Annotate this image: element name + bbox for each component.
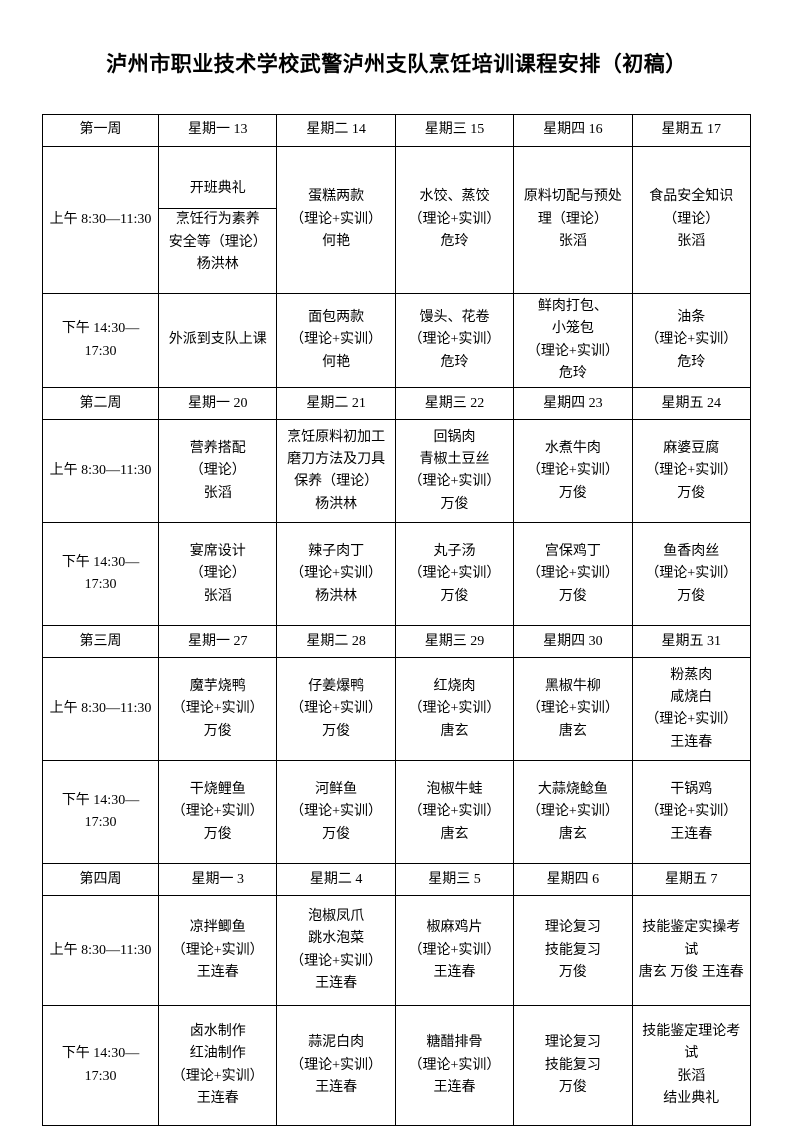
week2-am-row: 上午 8:30—11:30 营养搭配 （理论） 张滔 烹饪原料初加工 磨刀方法及… (42, 419, 751, 524)
schedule-cell: 面包两款 （理论+实训） 何艳 (276, 292, 396, 389)
day-header: 星期四 30 (513, 625, 633, 659)
schedule-cell: 泡椒牛蛙 （理论+实训） 唐玄 (394, 760, 515, 865)
schedule-cell: 蒜泥白肉 （理论+实训） 王连春 (276, 1005, 396, 1126)
day-header: 星期五 31 (631, 625, 751, 659)
week3-am-row: 上午 8:30—11:30 魔芋烧鸭 （理论+实训） 万俊 仔姜爆鸭 （理论+实… (42, 657, 751, 762)
week3-pm-row: 下午 14:30— 17:30 干烧鲤鱼 （理论+实训） 万俊 河鲜鱼 （理论+… (42, 760, 751, 865)
period-label: 下午 14:30— 17:30 (42, 522, 160, 627)
schedule-cell: 粉蒸肉 咸烧白 （理论+实训） 王连春 (631, 657, 751, 762)
schedule-cell: 大蒜烧鲶鱼 （理论+实训） 唐玄 (513, 760, 633, 865)
schedule-cell: 理论复习 技能复习 万俊 (513, 1005, 633, 1126)
day-header: 星期二 21 (276, 387, 396, 421)
schedule-cell: 馒头、花卷 （理论+实训） 危玲 (394, 292, 515, 389)
day-header: 星期一 13 (158, 114, 278, 147)
schedule-cell: 凉拌鲫鱼 （理论+实训） 王连春 (158, 895, 278, 1007)
schedule-cell: 烹饪行为素养 安全等（理论） 杨洪林 (168, 212, 267, 273)
week-label: 第四周 (42, 863, 160, 897)
page-title: 泸州市职业技术学校武警泸州支队烹饪培训课程安排（初稿） (106, 52, 687, 76)
day-header: 星期一 20 (158, 387, 278, 421)
schedule-cell: 辣子肉丁 （理论+实训） 杨洪林 (276, 522, 396, 627)
schedule-cell: 红烧肉 （理论+实训） 唐玄 (394, 657, 515, 762)
week3-header-row: 第三周 星期一 27 星期二 28 星期三 29 星期四 30 星期五 31 (42, 625, 751, 659)
schedule-cell: 鲜肉打包、 小笼包 （理论+实训） 危玲 (513, 292, 633, 389)
day-header: 星期五 24 (631, 387, 751, 421)
day-header: 星期三 29 (394, 625, 515, 659)
schedule-cell: 河鲜鱼 （理论+实训） 万俊 (276, 760, 396, 865)
week-label: 第三周 (42, 625, 160, 659)
schedule-cell: 干锅鸡 （理论+实训） 王连春 (631, 760, 751, 865)
schedule-cell: 水饺、蒸饺 （理论+实训） 危玲 (394, 146, 515, 294)
schedule-cell: 椒麻鸡片 （理论+实训） 王连春 (394, 895, 515, 1007)
schedule-cell: 食品安全知识 （理论） 张滔 (631, 146, 751, 294)
schedule-cell: 卤水制作 红油制作 （理论+实训） 王连春 (158, 1005, 278, 1126)
day-header: 星期一 3 (158, 863, 278, 897)
schedule-cell: 烹饪原料初加工 磨刀方法及刀具 保养（理论） 杨洪林 (276, 419, 396, 524)
week1-pm-row: 下午 14:30— 17:30 外派到支队上课 面包两款 （理论+实训） 何艳 … (42, 292, 751, 389)
schedule-cell: 鱼香肉丝 （理论+实训） 万俊 (631, 522, 751, 627)
schedule-table: 第一周 星期一 13 星期二 14 星期三 15 星期四 16 星期五 17 上… (42, 114, 751, 1126)
week1-header-row: 第一周 星期一 13 星期二 14 星期三 15 星期四 16 星期五 17 (42, 114, 751, 147)
schedule-cell: 水煮牛肉 （理论+实训） 万俊 (513, 419, 633, 524)
day-header: 星期二 28 (276, 625, 396, 659)
period-label: 下午 14:30— 17:30 (42, 292, 160, 389)
schedule-cell: 蛋糕两款 （理论+实训） 何艳 (276, 146, 396, 294)
day-header: 星期四 6 (513, 863, 633, 897)
day-header: 星期五 7 (631, 863, 751, 897)
week-label: 第二周 (42, 387, 160, 421)
week1-am-row: 上午 8:30—11:30 开班典礼 烹饪行为素养 安全等（理论） 杨洪林 蛋糕… (42, 146, 751, 294)
day-header: 星期四 16 (513, 114, 633, 147)
schedule-cell: 魔芋烧鸭 （理论+实训） 万俊 (158, 657, 278, 762)
schedule-cell: 宴席设计 （理论） 张滔 (158, 522, 278, 627)
period-label: 下午 14:30— 17:30 (42, 1005, 160, 1126)
day-header: 星期三 15 (394, 114, 515, 147)
schedule-cell: 油条 （理论+实训） 危玲 (631, 292, 751, 389)
schedule-cell: 理论复习 技能复习 万俊 (513, 895, 633, 1007)
schedule-cell: 泡椒凤爪 跳水泡菜 （理论+实训） 王连春 (276, 895, 396, 1007)
period-label: 上午 8:30—11:30 (42, 895, 160, 1007)
day-header: 星期五 17 (631, 114, 751, 147)
schedule-cell: 麻婆豆腐 （理论+实训） 万俊 (631, 419, 751, 524)
week2-header-row: 第二周 星期一 20 星期二 21 星期三 22 星期四 23 星期五 24 (42, 387, 751, 421)
week-label: 第一周 (42, 114, 160, 147)
day-header: 星期二 14 (276, 114, 396, 147)
day-header: 星期三 22 (394, 387, 515, 421)
period-label: 下午 14:30— 17:30 (42, 760, 160, 865)
schedule-cell: 宫保鸡丁 （理论+实训） 万俊 (513, 522, 633, 627)
schedule-cell: 外派到支队上课 (158, 292, 278, 389)
day-header: 星期三 5 (394, 863, 515, 897)
week4-am-row: 上午 8:30—11:30 凉拌鲫鱼 （理论+实训） 王连春 泡椒凤爪 跳水泡菜… (42, 895, 751, 1007)
schedule-cell: 技能鉴定理论考试 张滔 结业典礼 (631, 1005, 751, 1126)
period-label: 上午 8:30—11:30 (42, 657, 160, 762)
schedule-cell: 营养搭配 （理论） 张滔 (158, 419, 278, 524)
schedule-cell: 仔姜爆鸭 （理论+实训） 万俊 (276, 657, 396, 762)
schedule-cell: 回锅肉 青椒土豆丝 （理论+实训） 万俊 (394, 419, 515, 524)
schedule-cell: 技能鉴定实操考试 唐玄 万俊 王连春 (631, 895, 751, 1007)
day-header: 星期四 23 (513, 387, 633, 421)
split-cell-wrap: 开班典礼 烹饪行为素养 安全等（理论） 杨洪林 (159, 169, 276, 272)
day-header: 星期一 27 (158, 625, 278, 659)
schedule-cell-split: 开班典礼 烹饪行为素养 安全等（理论） 杨洪林 (158, 146, 278, 294)
week2-pm-row: 下午 14:30— 17:30 宴席设计 （理论） 张滔 辣子肉丁 （理论+实训… (42, 522, 751, 627)
schedule-cell-opening-ceremony: 开班典礼 (159, 169, 276, 210)
schedule-cell: 黑椒牛柳 （理论+实训） 唐玄 (513, 657, 633, 762)
period-label: 上午 8:30—11:30 (42, 146, 160, 294)
schedule-cell: 糖醋排骨 （理论+实训） 王连春 (394, 1005, 515, 1126)
period-label: 上午 8:30—11:30 (42, 419, 160, 524)
schedule-cell: 丸子汤 （理论+实训） 万俊 (394, 522, 515, 627)
schedule-cell: 干烧鲤鱼 （理论+实训） 万俊 (158, 760, 278, 865)
schedule-cell: 原料切配与预处理（理论） 张滔 (513, 146, 633, 294)
week4-header-row: 第四周 星期一 3 星期二 4 星期三 5 星期四 6 星期五 7 (42, 863, 751, 897)
week4-pm-row: 下午 14:30— 17:30 卤水制作 红油制作 （理论+实训） 王连春 蒜泥… (42, 1005, 751, 1126)
day-header: 星期二 4 (276, 863, 396, 897)
